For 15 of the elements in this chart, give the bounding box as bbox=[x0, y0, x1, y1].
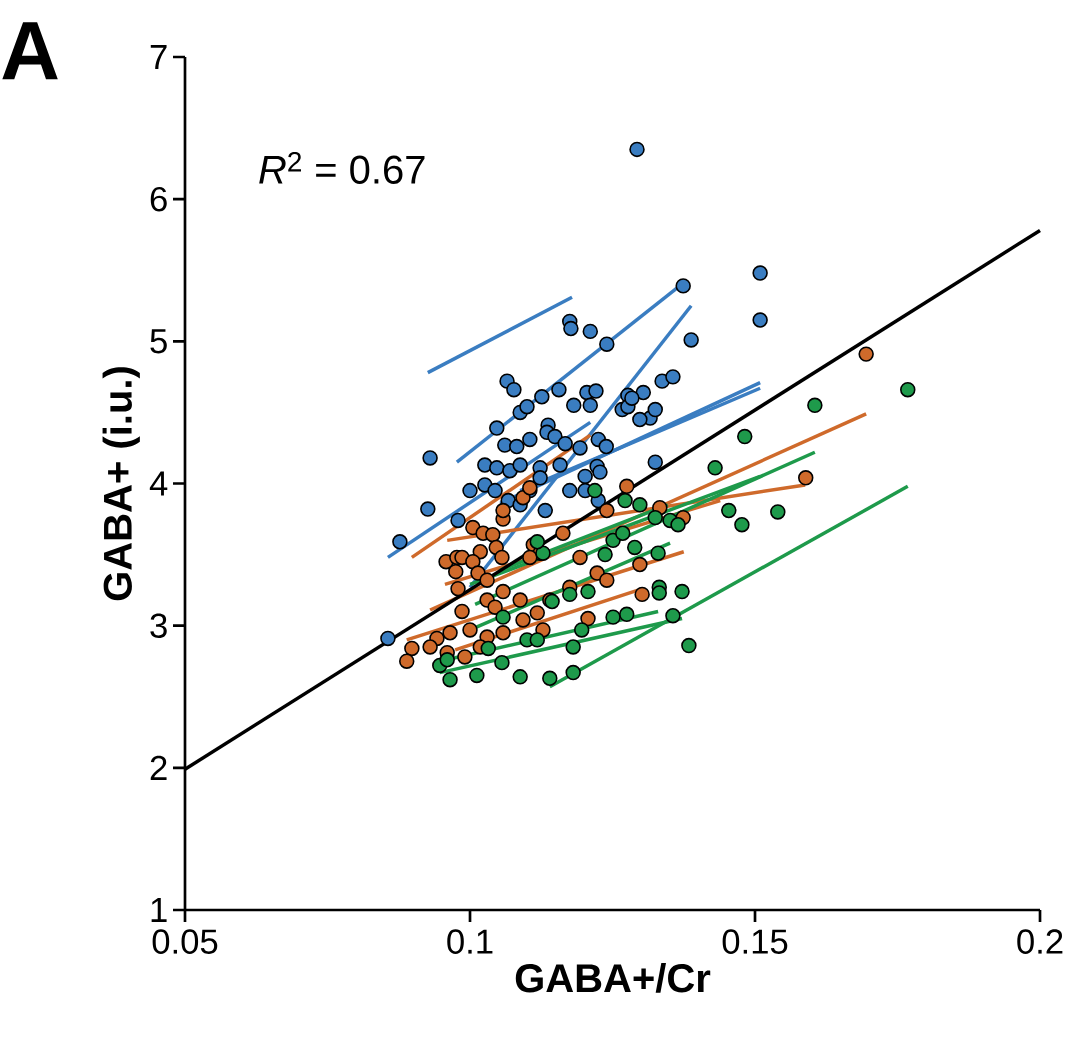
text: A bbox=[2, 22, 58, 80]
x-tick-label: 0.1 bbox=[447, 929, 493, 954]
x-tick-label: 0.2 bbox=[1017, 929, 1063, 954]
y-tick-label: 5 bbox=[150, 329, 167, 354]
y-tick-label: 6 bbox=[150, 186, 167, 212]
y-tick-label: 1 bbox=[151, 898, 167, 922]
y-tick-label: 3 bbox=[150, 613, 167, 638]
x-tick-label: 0.05 bbox=[152, 929, 218, 954]
y-tick-label: 4 bbox=[149, 471, 168, 496]
annotation: R$^{2}$ = 0.67 bbox=[259, 151, 425, 184]
y-axis-title: GABA+ (i.u.) bbox=[102, 367, 140, 601]
y-tick-label: 2 bbox=[150, 755, 167, 780]
x-tick-label: 0.15 bbox=[722, 929, 788, 954]
x-axis-title: GABA+/Cr bbox=[515, 963, 711, 993]
y-tick-label: 7 bbox=[150, 45, 167, 69]
